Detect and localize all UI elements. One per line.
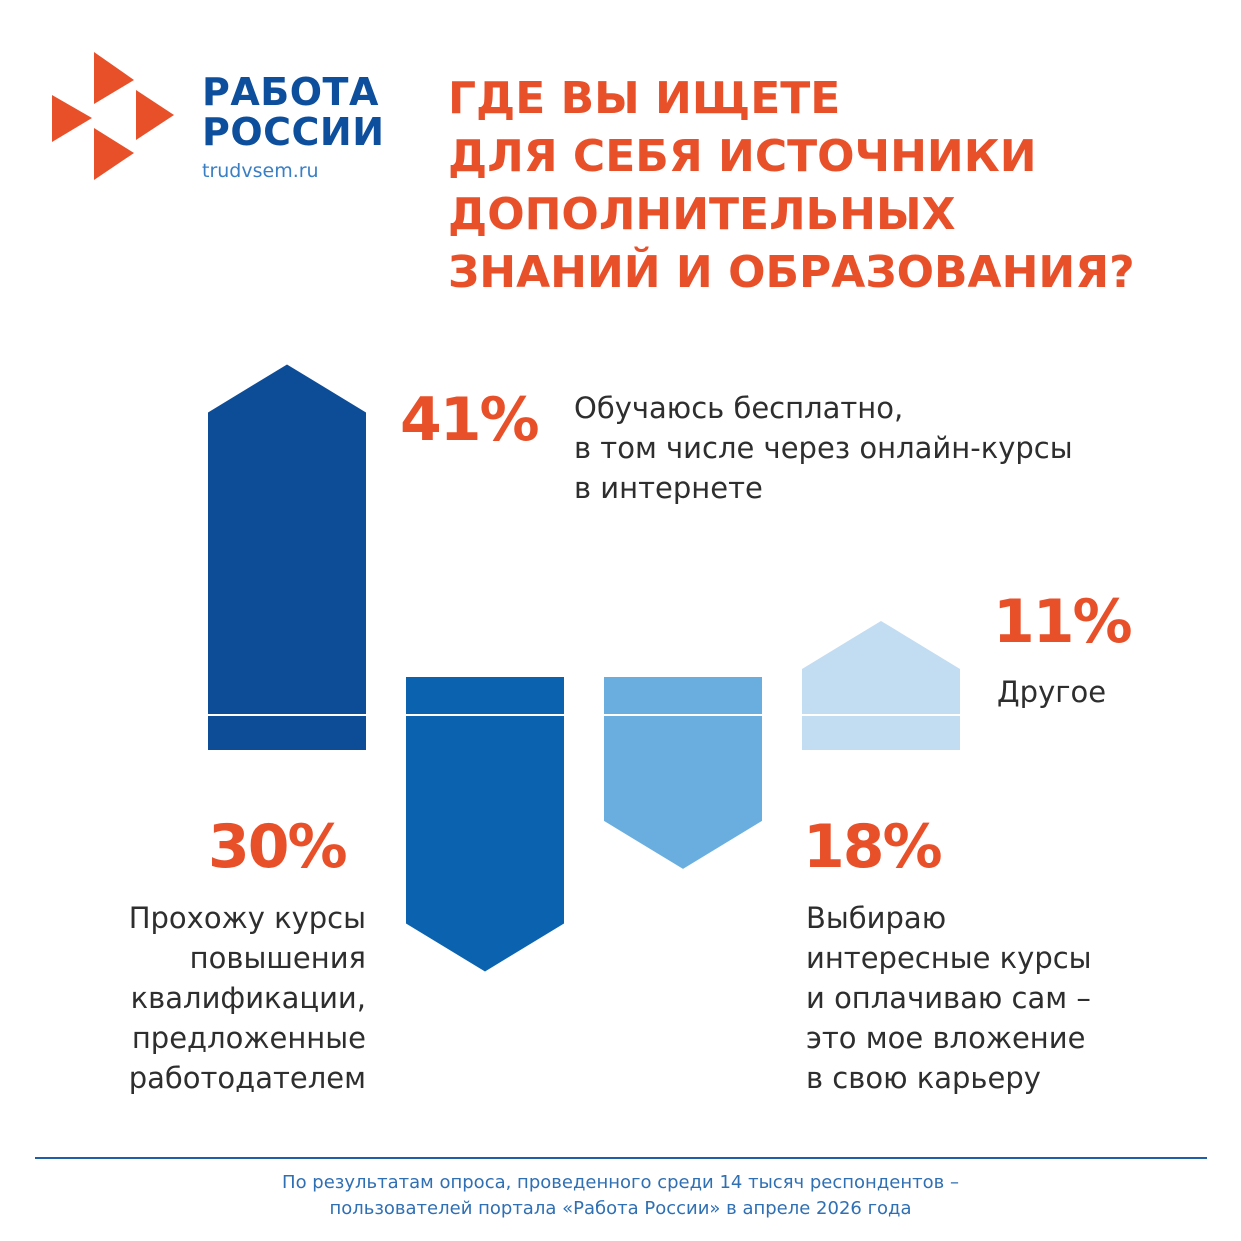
category-label-line: интересные курсы — [806, 941, 1092, 975]
category-label-1: Прохожу курсы повышения квалификации, пр… — [40, 898, 366, 1098]
category-label-line: в том числе через онлайн-курсы — [574, 431, 1073, 465]
category-label-0: Обучаюсь бесплатно, в том числе через он… — [574, 388, 1073, 508]
category-label-line: и оплачиваю сам – — [806, 981, 1091, 1015]
category-label-line: Выбираю — [806, 901, 947, 935]
bar-0 — [208, 364, 366, 750]
bar-1 — [406, 677, 564, 972]
logo-arrow-left — [52, 95, 92, 142]
footer-note: По результатам опроса, проведенного сред… — [0, 1170, 1241, 1222]
footer-line: По результатам опроса, проведенного сред… — [282, 1172, 959, 1193]
category-label-line: работодателем — [128, 1061, 366, 1095]
brand-url: trudvsem.ru — [202, 160, 319, 182]
page-title: ГДЕ ВЫ ИЩЕТЕ ДЛЯ СЕБЯ ИСТОЧНИКИ ДОПОЛНИТ… — [448, 70, 1228, 302]
bar-2 — [604, 677, 762, 869]
brand-name-line1: РАБОТА — [202, 70, 379, 114]
title-line: ДОПОЛНИТЕЛЬНЫХ — [448, 189, 956, 240]
value-label-3: 11% — [993, 587, 1133, 657]
value-label-1: 30% — [208, 812, 348, 882]
logo-arrow-bottom — [94, 128, 134, 180]
category-label-line: в интернете — [574, 471, 763, 505]
bar-chart — [208, 364, 960, 972]
brand-name: РАБОТА РОССИИ — [202, 72, 385, 152]
category-label-line: Прохожу курсы — [128, 901, 366, 935]
value-label-0: 41% — [400, 385, 540, 455]
category-label-line: предложенные — [131, 1021, 366, 1055]
category-label-line: Другое — [997, 675, 1107, 709]
category-label-line: Обучаюсь бесплатно, — [574, 391, 904, 425]
category-label-line: квалификации, — [130, 981, 366, 1015]
brand-logo: РАБОТА РОССИИ trudvsem.ru — [40, 40, 420, 200]
title-line: ГДЕ ВЫ ИЩЕТЕ — [448, 73, 841, 124]
category-label-2: Выбираю интересные курсы и оплачиваю сам… — [806, 898, 1092, 1098]
category-label-line: в свою карьеру — [806, 1061, 1041, 1095]
category-label-3: Другое — [997, 672, 1106, 712]
footer-divider — [35, 1157, 1207, 1159]
logo-arrow-top — [94, 52, 134, 104]
logo-arrow-right — [136, 90, 174, 140]
four-arrows-logo-icon — [52, 52, 174, 180]
category-label-line: это мое вложение — [806, 1021, 1086, 1055]
title-line: ДЛЯ СЕБЯ ИСТОЧНИКИ — [448, 131, 1037, 182]
category-label-line: повышения — [189, 941, 366, 975]
brand-name-line2: РОССИИ — [202, 110, 385, 154]
bar-3 — [802, 620, 960, 750]
footer-line: пользователей портала «Работа России» в … — [329, 1198, 912, 1219]
value-label-2: 18% — [803, 812, 943, 882]
title-line: ЗНАНИЙ И ОБРАЗОВАНИЯ? — [448, 247, 1135, 298]
